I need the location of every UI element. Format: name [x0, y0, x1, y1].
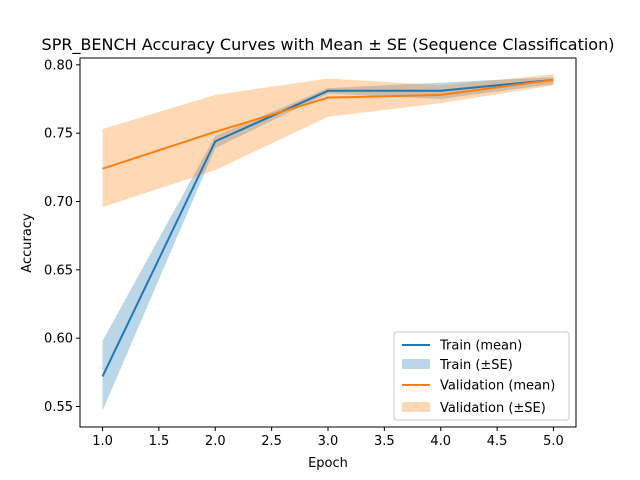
legend-box [393, 331, 570, 421]
legend-label-train-mean: Train (mean) [439, 339, 522, 354]
validation-mean-line [102, 78, 554, 170]
x-tick-label: 1.0 [92, 434, 113, 449]
y-tick-label: 0.60 [44, 332, 73, 347]
x-axis-ticks: 1.0 1.5 2.0 2.5 3.0 3.5 4.0 4.5 5.0 [92, 427, 564, 449]
x-tick-label: 1.5 [149, 434, 170, 449]
se-bands [102, 74, 554, 411]
y-tick-label: 0.65 [44, 263, 73, 278]
train-mean-line [101, 78, 554, 377]
y-axis-ticks: 0.55 0.60 0.65 0.70 0.75 0.80 [44, 58, 80, 415]
legend-label-validation-se: Validation (±SE) [440, 401, 546, 416]
x-tick-label: 5.0 [543, 434, 564, 449]
x-tick-label: 3.5 [374, 434, 395, 449]
y-tick-label: 0.70 [44, 195, 73, 210]
legend-swatch-validation-se [402, 402, 430, 412]
y-tick-label: 0.55 [44, 400, 73, 415]
chart-title: SPR_BENCH Accuracy Curves with Mean ± SE… [42, 35, 615, 55]
legend-label-train-se: Train (±SE) [439, 358, 513, 373]
x-tick-label: 4.5 [487, 434, 508, 449]
legend: Train (mean) Train (±SE) Validation (mea… [393, 331, 570, 421]
x-tick-label: 3.0 [318, 434, 339, 449]
x-tick-label: 4.0 [430, 434, 451, 449]
x-tick-label: 2.5 [261, 434, 282, 449]
y-axis-label: Accuracy [20, 213, 35, 273]
x-axis-label: Epoch [308, 456, 348, 471]
x-tick-label: 2.0 [205, 434, 226, 449]
y-tick-label: 0.80 [44, 58, 73, 73]
y-tick-label: 0.75 [44, 127, 73, 142]
mean-lines [101, 78, 554, 377]
legend-swatch-train-se [402, 359, 430, 369]
validation-se-band [102, 74, 554, 207]
legend-label-validation-mean: Validation (mean) [440, 379, 555, 394]
